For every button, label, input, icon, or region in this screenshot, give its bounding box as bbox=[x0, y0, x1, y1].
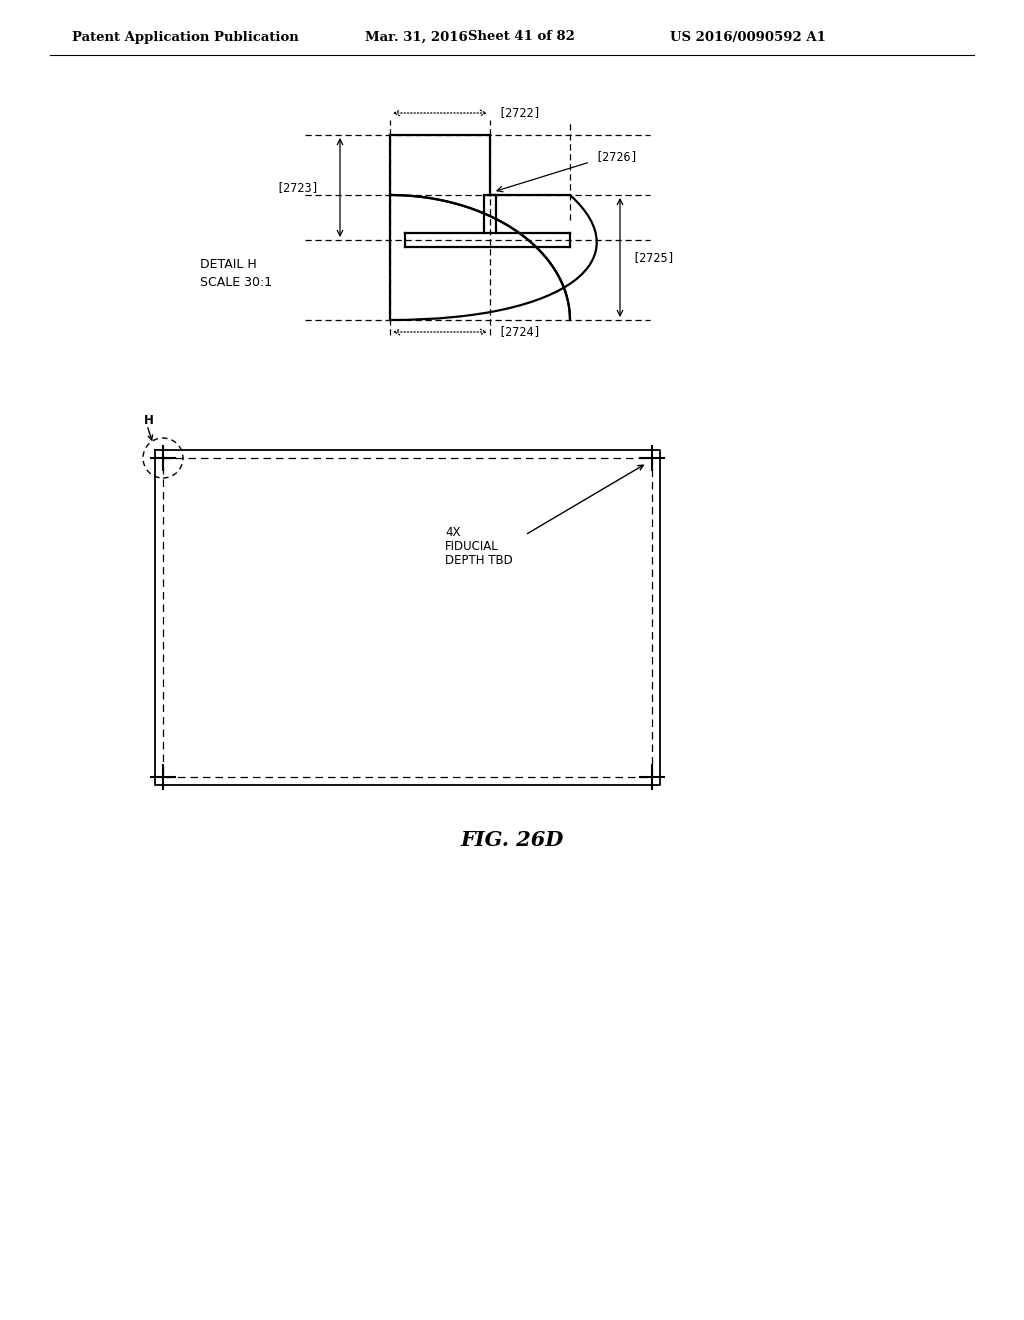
Text: [2724]: [2724] bbox=[498, 326, 541, 338]
Text: DEPTH TBD: DEPTH TBD bbox=[445, 554, 513, 568]
Text: US 2016/0090592 A1: US 2016/0090592 A1 bbox=[670, 30, 826, 44]
Text: H: H bbox=[144, 413, 154, 426]
Text: [2723]: [2723] bbox=[276, 181, 319, 194]
Text: DETAIL H: DETAIL H bbox=[200, 259, 257, 272]
Text: Patent Application Publication: Patent Application Publication bbox=[72, 30, 299, 44]
Text: [2722]: [2722] bbox=[498, 107, 541, 120]
Text: Mar. 31, 2016: Mar. 31, 2016 bbox=[365, 30, 468, 44]
Text: [2725]: [2725] bbox=[632, 251, 675, 264]
Text: Sheet 41 of 82: Sheet 41 of 82 bbox=[468, 30, 574, 44]
Text: [2726]: [2726] bbox=[595, 150, 638, 164]
Text: 4X: 4X bbox=[445, 527, 461, 540]
Text: SCALE 30:1: SCALE 30:1 bbox=[200, 276, 272, 289]
Text: FIG. 26D: FIG. 26D bbox=[461, 830, 563, 850]
Text: FIDUCIAL: FIDUCIAL bbox=[445, 540, 499, 553]
